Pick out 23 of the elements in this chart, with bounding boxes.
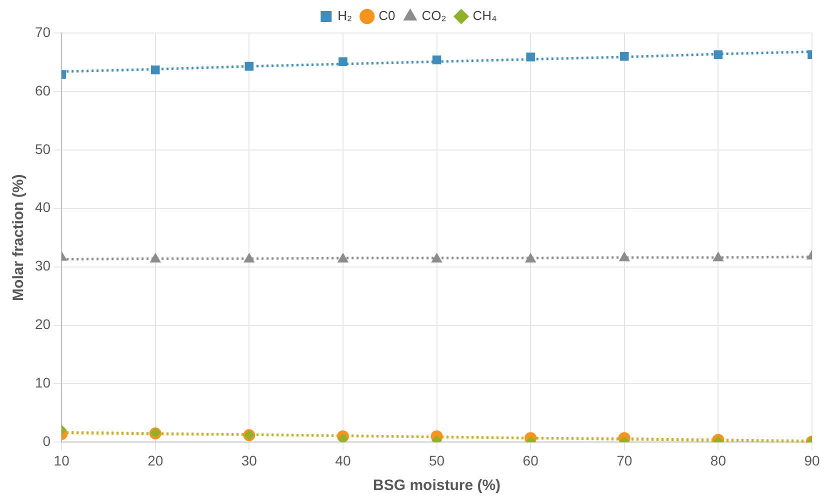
y-tick-label: 30 xyxy=(34,258,51,274)
x-tick-label: 50 xyxy=(428,452,445,468)
x-tick-label: 80 xyxy=(710,452,726,468)
y-tick-label: 40 xyxy=(34,199,51,216)
x-tick-label: 90 xyxy=(804,452,820,468)
y-axis-title: Molar fraction (%) xyxy=(10,174,28,301)
x-tick-label: 60 xyxy=(522,452,539,468)
legend-label: CO₂ xyxy=(422,8,446,24)
legend-label: C0 xyxy=(378,8,396,24)
y-tick-label: 50 xyxy=(34,140,51,157)
legend-label: H₂ xyxy=(338,8,352,24)
x-tick-label: 70 xyxy=(616,452,632,468)
x-tick-label: 30 xyxy=(241,452,258,468)
x-tick-label: 20 xyxy=(148,452,164,468)
legend-label: CH₄ xyxy=(472,8,497,24)
y-tick-label: 10 xyxy=(34,374,51,391)
y-tick-label: 70 xyxy=(34,24,51,40)
y-tick-label: 0 xyxy=(42,433,51,450)
x-axis-title: BSG moisture (%) xyxy=(373,477,501,494)
x-tick-label: 10 xyxy=(54,452,70,468)
y-tick-label: 60 xyxy=(34,82,51,98)
y-tick-label: 20 xyxy=(34,316,51,332)
x-tick-label: 40 xyxy=(335,452,351,468)
